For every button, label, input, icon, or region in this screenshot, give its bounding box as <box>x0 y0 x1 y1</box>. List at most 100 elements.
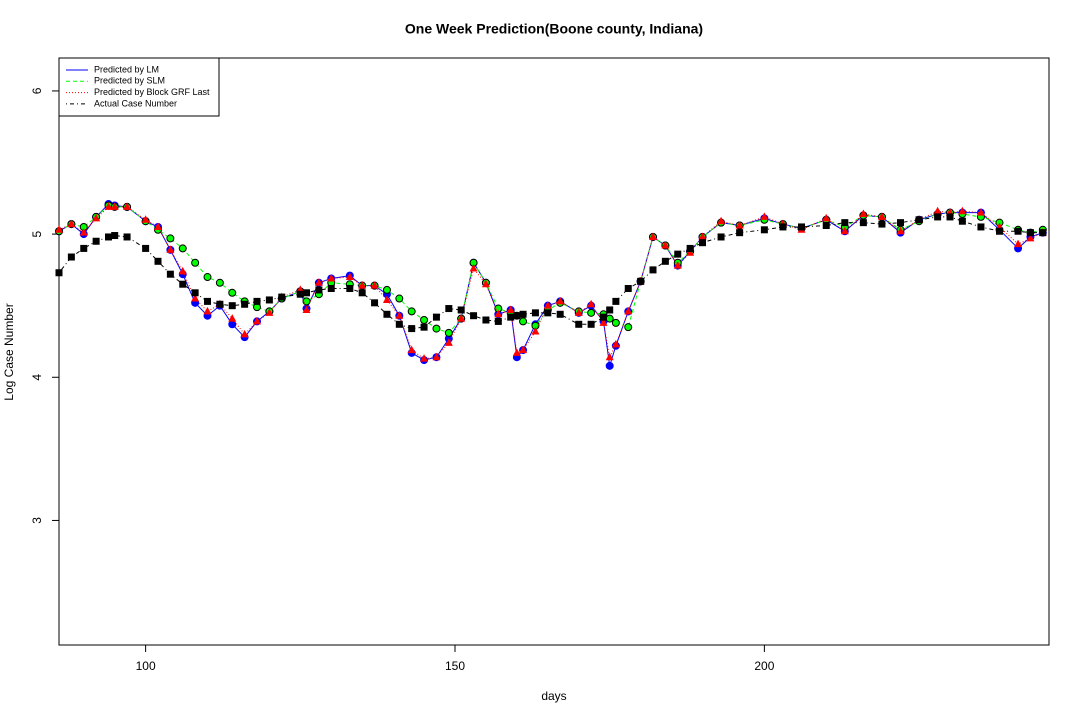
point <box>240 329 249 338</box>
point <box>531 326 540 335</box>
point <box>104 202 113 210</box>
point <box>506 305 515 313</box>
point <box>395 320 403 328</box>
plot-frame <box>58 57 1050 646</box>
point <box>166 245 175 253</box>
point <box>1039 229 1047 237</box>
point <box>110 202 119 210</box>
point <box>878 220 886 228</box>
point <box>519 310 527 318</box>
point <box>507 313 515 321</box>
chart-title: One Week Prediction(Boone county, Indian… <box>405 21 703 37</box>
legend-label: Actual Case Number <box>94 98 177 108</box>
x-tick-label: 150 <box>445 659 465 673</box>
point <box>371 299 379 307</box>
point <box>513 312 521 320</box>
point <box>302 297 311 306</box>
point <box>296 290 304 298</box>
point <box>265 308 274 316</box>
point <box>605 352 614 361</box>
point <box>346 285 354 293</box>
point <box>686 244 694 252</box>
point <box>519 317 528 326</box>
point <box>841 219 849 227</box>
point <box>444 338 453 346</box>
point <box>606 306 614 314</box>
point <box>345 272 354 281</box>
point <box>481 279 490 288</box>
point <box>575 320 583 328</box>
point <box>253 297 261 305</box>
point <box>179 280 187 288</box>
point <box>408 325 416 333</box>
point <box>420 323 428 331</box>
point <box>92 213 101 222</box>
point <box>154 257 162 265</box>
point <box>154 222 162 230</box>
point <box>265 296 273 304</box>
point <box>253 316 261 325</box>
point <box>934 213 942 221</box>
point <box>543 301 552 309</box>
point <box>587 320 595 328</box>
point <box>67 253 75 261</box>
point <box>432 313 440 321</box>
point <box>649 266 657 274</box>
point <box>612 297 620 305</box>
series-line <box>58 203 1043 366</box>
point <box>204 297 211 305</box>
point <box>840 226 849 235</box>
point <box>544 309 552 317</box>
y-tick-label: 3 <box>30 517 44 524</box>
point <box>315 286 323 294</box>
point <box>358 289 366 297</box>
point <box>432 324 441 333</box>
point <box>859 209 868 218</box>
point <box>178 244 187 253</box>
point <box>494 317 502 325</box>
y-tick-label: 5 <box>30 230 44 237</box>
point <box>624 285 632 293</box>
point <box>382 285 391 294</box>
point <box>637 277 645 285</box>
legend-label: Predicted by LM <box>94 64 159 74</box>
point <box>228 302 236 310</box>
point <box>191 289 199 297</box>
point <box>228 314 237 322</box>
x-tick-label: 100 <box>136 659 156 673</box>
point <box>203 306 212 315</box>
legend-label: Predicted by Block GRF Last <box>94 87 210 97</box>
point <box>142 244 150 252</box>
point <box>556 296 565 305</box>
point <box>123 233 131 241</box>
point <box>80 244 88 252</box>
point <box>166 270 174 278</box>
point <box>383 310 391 318</box>
point <box>278 293 286 301</box>
x-axis-label: days <box>541 689 566 703</box>
point <box>215 278 224 287</box>
point <box>407 345 416 354</box>
legend-box <box>58 57 220 117</box>
point <box>822 213 831 222</box>
legend-label: Predicted by SLM <box>94 76 165 86</box>
point <box>314 278 323 286</box>
point <box>395 311 404 319</box>
point <box>303 289 310 297</box>
point <box>574 308 583 316</box>
point <box>178 266 187 275</box>
point <box>661 257 669 265</box>
point <box>946 213 954 221</box>
point <box>605 314 614 323</box>
point <box>327 285 335 293</box>
point <box>798 223 805 231</box>
point <box>698 232 707 240</box>
point <box>241 300 249 308</box>
point <box>686 248 695 256</box>
point <box>302 305 311 313</box>
y-tick-label: 6 <box>30 87 44 94</box>
point <box>1026 229 1034 237</box>
point <box>420 316 429 325</box>
point <box>977 223 985 231</box>
point <box>407 307 416 316</box>
